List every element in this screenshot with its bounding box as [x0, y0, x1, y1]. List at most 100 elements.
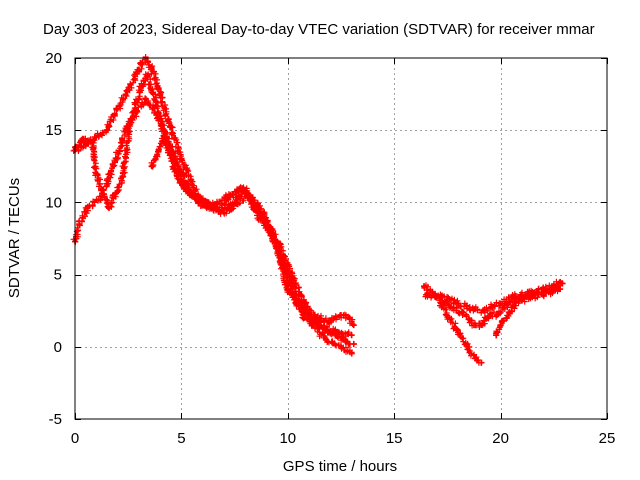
data-point [212, 202, 219, 209]
data-point [123, 127, 130, 134]
data-point [497, 322, 504, 329]
data-point [169, 156, 176, 163]
data-point [248, 199, 255, 206]
y-tick-label: 5 [54, 267, 62, 284]
data-point [550, 287, 557, 294]
data-point [323, 336, 330, 343]
data-point [489, 303, 496, 310]
data-point [225, 193, 232, 200]
data-point [157, 91, 164, 98]
data-point [199, 196, 206, 203]
data-point [220, 209, 227, 216]
data-point [338, 343, 344, 350]
data-point [459, 309, 466, 316]
data-point [348, 349, 355, 356]
data-point [478, 322, 485, 329]
data-point [167, 124, 174, 131]
data-point [93, 170, 100, 177]
data-point [84, 203, 91, 210]
data-point [80, 135, 87, 142]
data-point [350, 340, 357, 347]
data-point [261, 210, 268, 217]
data-point [463, 303, 470, 310]
x-axis-label: GPS time / hours [283, 458, 397, 475]
y-axis-label: SDTVAR / TECUs [6, 178, 23, 298]
data-point [293, 300, 300, 307]
x-tick-label: 5 [177, 430, 185, 447]
data-point [335, 329, 342, 336]
data-point [503, 314, 510, 321]
data-point [137, 83, 144, 90]
series-trace-7 [437, 299, 485, 366]
data-point [346, 314, 353, 321]
data-point [559, 280, 566, 287]
data-point [284, 286, 291, 293]
x-tick-label: 0 [71, 430, 79, 447]
data-point [289, 274, 296, 281]
data-point [186, 192, 193, 199]
data-point [446, 314, 453, 321]
data-point [446, 296, 453, 303]
data-point [503, 301, 510, 308]
data-point [472, 355, 479, 362]
data-point [150, 105, 157, 112]
data-point [327, 329, 334, 336]
data-point [518, 297, 525, 304]
data-point [310, 322, 317, 329]
data-point [472, 322, 479, 329]
data-point [135, 66, 142, 73]
data-point [118, 177, 125, 184]
series-trace-8 [493, 285, 564, 339]
tick-labels: 0 5 10 15 20 25 -5 0 5 10 15 20 [45, 50, 615, 447]
data-point [465, 316, 472, 323]
data-point [125, 86, 132, 93]
data-point [301, 300, 308, 307]
data-point [233, 200, 240, 207]
data-point [529, 293, 536, 300]
data-point [106, 205, 113, 212]
data-point [455, 300, 462, 307]
data-point [161, 134, 168, 141]
data-point [144, 72, 151, 79]
data-point [274, 242, 281, 249]
data-point [316, 314, 323, 321]
data-point [348, 332, 355, 339]
y-tick-label: 15 [45, 122, 62, 139]
chart-title: Day 303 of 2023, Sidereal Day-to-day VTE… [43, 21, 595, 38]
data-point [178, 156, 185, 163]
data-layer [70, 54, 566, 366]
data-point [486, 312, 493, 319]
data-point [493, 332, 500, 339]
data-point [97, 196, 104, 203]
data-point [438, 300, 445, 307]
data-point [423, 291, 430, 298]
data-point [93, 134, 100, 141]
data-point [76, 221, 83, 228]
data-point [540, 291, 547, 298]
data-point [257, 216, 264, 223]
data-point [495, 310, 502, 317]
data-point [450, 304, 457, 311]
y-tick-label: -5 [49, 411, 62, 428]
data-point [463, 342, 470, 349]
data-point [142, 56, 149, 63]
data-point [148, 163, 155, 170]
data-point [327, 317, 334, 324]
x-tick-label: 15 [386, 430, 403, 447]
data-point [189, 182, 196, 189]
data-point [142, 95, 149, 102]
data-point [133, 108, 140, 115]
data-point [265, 223, 272, 230]
data-point [340, 336, 347, 343]
data-point [306, 312, 313, 319]
y-tick-label: 10 [45, 194, 62, 211]
data-point [350, 322, 357, 329]
y-tick-label: 0 [54, 339, 62, 356]
data-point [338, 312, 344, 319]
data-point [110, 163, 117, 170]
data-point [103, 127, 110, 134]
data-point [472, 306, 479, 313]
data-point [478, 359, 485, 366]
tick-marks [75, 58, 608, 420]
